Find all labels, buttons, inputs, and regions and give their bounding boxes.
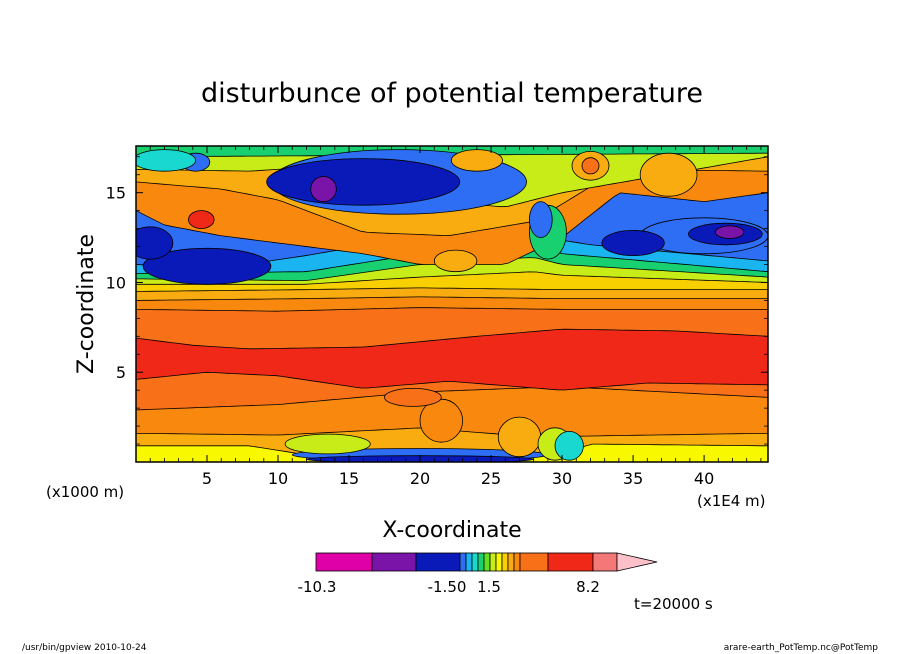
colorbar-segment [489,552,497,572]
colorbar-segment [592,552,618,572]
y-tick-label: 5 [116,363,126,382]
x-tick-label: 20 [410,469,430,488]
contour-cell [554,430,584,461]
contour-cell [266,158,461,206]
colorbar-segment [507,552,515,572]
time-label: t=20000 s [634,595,713,613]
contour-cell [419,398,463,443]
contour-cell [136,226,174,260]
colorbar-segment [547,552,594,572]
colorbar-segment [371,552,417,572]
colorbar-label: 1.5 [477,578,501,596]
x-axis-label: X-coordinate [382,518,521,543]
x-tick-label: 30 [552,469,572,488]
plot-frame [135,145,769,463]
colorbar-segment [483,552,491,572]
colorbar-arrow [616,552,658,572]
x-tick-label: 10 [268,469,288,488]
footer-right: arare-earth_PotTemp.nc@PotTemp [724,643,879,653]
y-tick-label: 15 [106,184,126,203]
colorbar-segment [513,552,521,572]
footer-left: /usr/bin/gpview 2010-10-24 [22,643,147,653]
colorbar-segment [465,552,473,572]
contour-cell [581,157,600,175]
plot-area [136,146,768,462]
colorbar-segment [415,552,461,572]
x-tick-label: 25 [481,469,501,488]
x-axis-ticks: 5 10 15 20 25 30 35 40 [149,146,762,488]
contour-cell [528,201,553,239]
colorbar-labels: -10.3 -1.50 1.5 8.2 [298,578,600,596]
y-tick-label: 10 [106,273,126,292]
chart-title: disturbunce of potential temperature [201,78,703,109]
contour-cell [497,416,542,458]
y-axis-label: Z-coordinate [74,234,99,374]
contour-cell [136,149,196,172]
y-axis-ticks: 5 10 15 [106,156,768,445]
contour-cell [284,433,371,455]
contour-cell [450,149,503,172]
colorbar-segment [495,552,503,572]
colorbar-label: -10.3 [298,578,337,596]
contour-cell [433,249,478,273]
contour-cell [715,225,745,239]
contour-cell [188,210,215,230]
colorbar-segment [471,552,479,572]
contour-cell [639,152,698,197]
colorbar-segment [501,552,509,572]
colorbar-segment [459,552,467,572]
x-unit-left: (x1000 m) [46,483,124,501]
contour-cell [310,176,337,203]
colorbar [315,552,658,572]
contour-cell [384,387,442,407]
colorbar-label: -1.50 [428,578,467,596]
x-tick-label: 15 [339,469,359,488]
x-unit-right: (x1E4 m) [697,492,766,510]
x-tick-label: 40 [694,469,714,488]
contour-cell [601,229,665,256]
colorbar-segment [315,552,373,572]
contour-cell [142,247,272,285]
colorbar-segment [519,552,549,572]
x-tick-label: 5 [202,469,212,488]
x-tick-label: 35 [623,469,643,488]
colorbar-segment [477,552,485,572]
colorbar-label: 8.2 [576,578,600,596]
